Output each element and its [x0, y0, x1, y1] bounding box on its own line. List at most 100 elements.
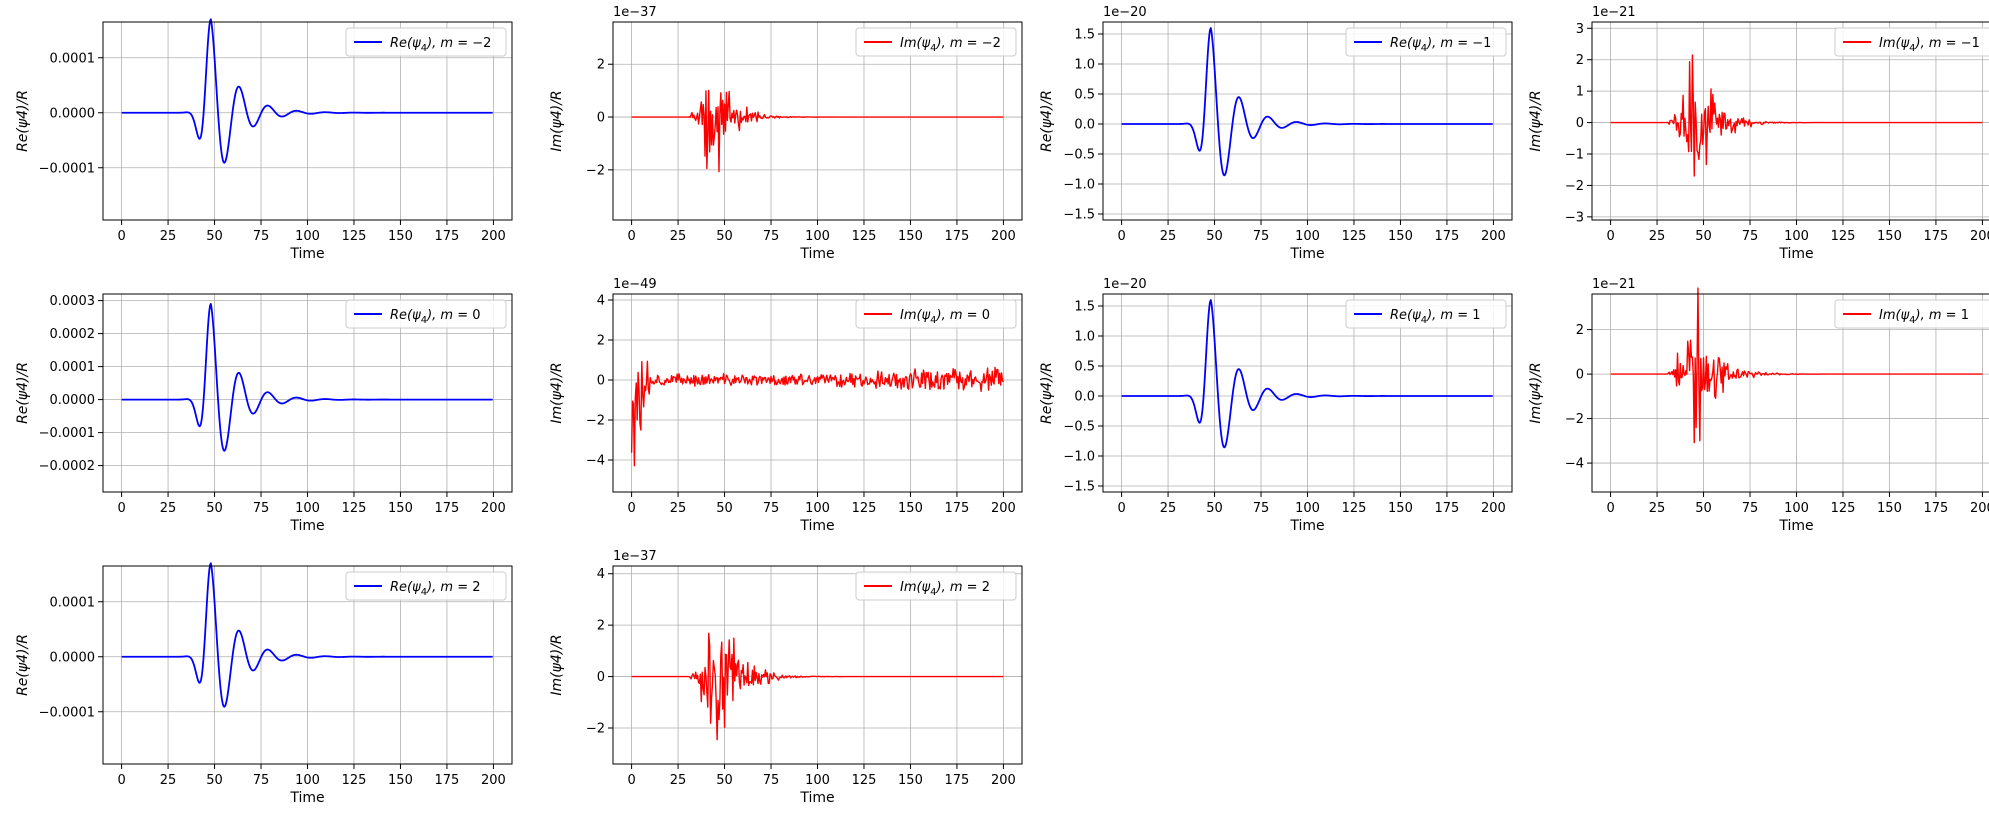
series-line	[121, 303, 493, 452]
x-tick-label: 50	[716, 229, 733, 244]
y-tick-label: −4	[1565, 457, 1584, 472]
legend-m-value: 2	[472, 580, 480, 595]
x-tick-label: 25	[160, 229, 177, 244]
subplot-10: 0 25 50 75 100 125 150 175 200 −2 0 2 4 Time Im(ψ4)/R 1…	[549, 549, 1023, 806]
x-tick-label: 50	[1695, 501, 1712, 516]
y-tick-label: −2	[1565, 412, 1584, 427]
x-tick-label: 100	[1295, 501, 1320, 516]
y-tick-label: 0.0000	[50, 393, 96, 408]
legend-mid: ), m =	[936, 36, 982, 51]
legend-box	[1345, 299, 1507, 329]
x-tick-label: 25	[1160, 229, 1177, 244]
y-axis-label: Im(ψ4)/R	[549, 634, 565, 695]
x-tick-label: 100	[805, 501, 830, 516]
subplot-1: 0 25 50 75 100 125 150 175 200 −0.0001 0.0000 0.000…	[15, 18, 513, 262]
x-axis-label: Time	[289, 518, 324, 534]
y-tick-label: −1.5	[1063, 480, 1095, 495]
y-axis-label: Re(ψ4)/R	[15, 634, 31, 696]
legend-label: Im(ψ4), m = 1	[1879, 308, 1969, 326]
axis-offset-label: 1e−20	[1103, 5, 1147, 20]
x-tick-label: 0	[117, 501, 125, 516]
y-tick-label: −1	[1565, 148, 1584, 163]
x-tick-label: 175	[945, 773, 970, 788]
y-tick-label: 0.0002	[50, 327, 96, 342]
x-tick-label: 175	[945, 501, 970, 516]
legend-box	[345, 571, 507, 601]
x-tick-label: 100	[1295, 229, 1320, 244]
series-line	[121, 562, 493, 708]
legend: Re(ψ4), m = 1	[1345, 299, 1507, 329]
x-tick-label: 175	[945, 229, 970, 244]
y-tick-label: 4	[597, 294, 605, 309]
x-tick-label: 100	[1784, 501, 1809, 516]
legend-label: Im(ψ4), m = 0	[900, 308, 990, 326]
y-tick-label: 0.0001	[50, 360, 96, 375]
subplot-5: 0 25 50 75 100 125 150 175 200 −0.0002 −0.0001 0.00…	[15, 293, 513, 534]
legend-box	[1345, 27, 1507, 57]
y-tick-label: −1.0	[1063, 450, 1095, 465]
series-line	[631, 632, 1004, 741]
series-line	[1121, 27, 1493, 177]
legend-subscript: 4	[1421, 315, 1427, 326]
legend-subscript: 4	[421, 43, 427, 54]
subplot-8: 0 25 50 75 100 125 150 175 200 −4 −2 0 2 Time Im(ψ4)/R…	[1528, 277, 1989, 534]
legend: Im(ψ4), m = 1	[1834, 299, 1989, 329]
x-tick-label: 200	[1970, 501, 1989, 516]
x-tick-label: 0	[627, 501, 635, 516]
x-tick-label: 50	[206, 773, 223, 788]
y-tick-label: −3	[1565, 210, 1584, 225]
legend-mid: ), m =	[426, 308, 472, 323]
y-axis-label: Re(ψ4)/R	[15, 362, 31, 424]
y-axis-label: Re(ψ4)/R	[1039, 90, 1055, 152]
x-tick-label: 0	[117, 773, 125, 788]
series-line	[631, 89, 1004, 173]
legend: Re(ψ4), m = 0	[345, 299, 507, 329]
y-tick-label: 0.0001	[50, 595, 96, 610]
x-axis-label: Time	[289, 790, 324, 806]
y-tick-label: 0	[597, 670, 605, 685]
series-line	[1121, 299, 1493, 449]
x-tick-label: 25	[160, 501, 177, 516]
y-axis-label: Re(ψ4)/R	[15, 90, 31, 152]
x-tick-label: 0	[117, 229, 125, 244]
x-axis-label: Time	[1289, 518, 1324, 534]
y-tick-label: −0.5	[1063, 148, 1095, 163]
x-axis-label: Time	[1778, 518, 1813, 534]
y-tick-label: 1.0	[1074, 330, 1095, 345]
y-axis-label: Im(ψ4)/R	[1528, 90, 1544, 151]
x-tick-label: 75	[253, 501, 270, 516]
legend-mid: ), m =	[1426, 36, 1472, 51]
legend-label: Im(ψ4), m = 2	[900, 580, 990, 598]
y-tick-label: 3	[1576, 22, 1584, 37]
x-tick-label: 25	[1649, 229, 1666, 244]
legend-label: Re(ψ4), m = −2	[390, 36, 491, 54]
legend-box	[855, 27, 1017, 57]
y-axis-label: Im(ψ4)/R	[549, 362, 565, 423]
x-tick-label: 125	[1342, 229, 1367, 244]
x-tick-label: 75	[1742, 501, 1759, 516]
x-tick-label: 75	[253, 773, 270, 788]
series-line	[121, 18, 493, 164]
legend-box	[345, 27, 507, 57]
legend-m-value: 1	[1961, 308, 1969, 323]
legend-prefix: Re(ψ	[390, 308, 421, 323]
x-tick-label: 75	[1742, 229, 1759, 244]
legend-label: Re(ψ4), m = 1	[1390, 308, 1481, 326]
x-axis-label: Time	[1289, 246, 1324, 262]
x-tick-label: 100	[295, 773, 320, 788]
y-tick-label: 1.0	[1074, 58, 1095, 73]
x-tick-label: 50	[206, 501, 223, 516]
x-tick-label: 125	[852, 229, 877, 244]
axis-offset-label: 1e−21	[1592, 277, 1636, 292]
y-tick-label: 2	[597, 58, 605, 73]
x-tick-label: 200	[481, 501, 506, 516]
y-tick-label: −0.0001	[39, 705, 95, 720]
y-tick-label: 0.0000	[50, 106, 96, 121]
legend: Re(ψ4), m = −2	[345, 27, 507, 57]
x-tick-label: 175	[1924, 229, 1949, 244]
x-tick-label: 0	[1117, 501, 1125, 516]
x-tick-label: 0	[627, 773, 635, 788]
y-tick-label: 2	[597, 619, 605, 634]
axis-offset-label: 1e−37	[613, 549, 657, 564]
